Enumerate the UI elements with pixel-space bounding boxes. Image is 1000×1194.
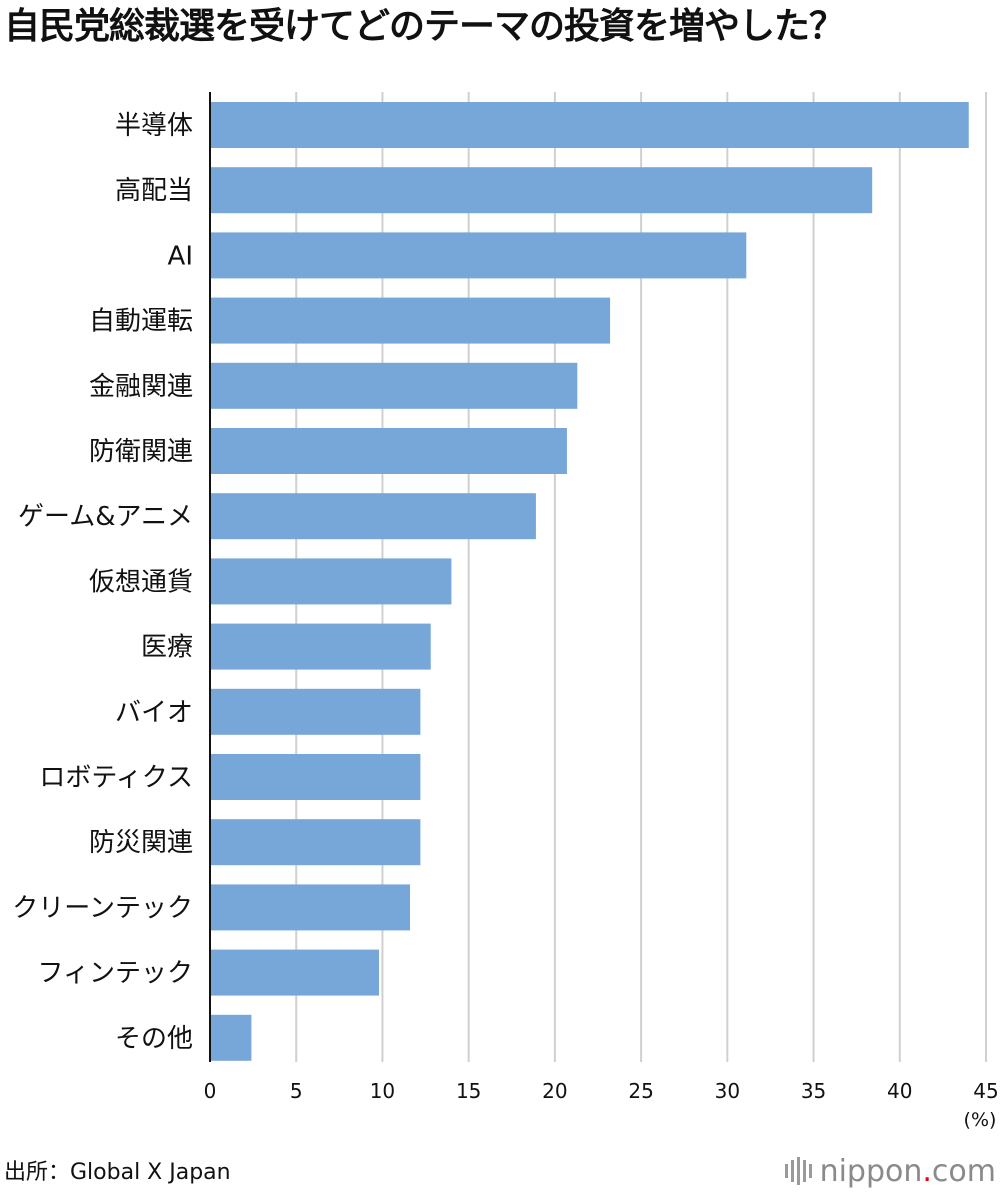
x-axis-unit: (%) xyxy=(964,1109,997,1131)
category-label: 医療 xyxy=(141,633,193,663)
bar xyxy=(210,949,379,996)
x-tick-label: 45 xyxy=(973,1079,998,1103)
bar xyxy=(210,688,421,735)
bar xyxy=(210,754,421,800)
bar xyxy=(210,232,747,279)
bar xyxy=(210,558,452,605)
bar xyxy=(210,102,969,148)
brand-name: nippon xyxy=(819,1153,923,1189)
x-tick-label: 30 xyxy=(715,1079,740,1103)
category-label: 金融関連 xyxy=(89,372,193,402)
x-tick-label: 35 xyxy=(801,1079,826,1103)
bar xyxy=(210,493,536,540)
x-tick-label: 15 xyxy=(456,1079,481,1103)
category-label: 防衛関連 xyxy=(89,437,193,467)
bar xyxy=(210,167,873,214)
bar xyxy=(210,819,421,866)
bars xyxy=(210,102,969,1061)
chart-title: 自民党総裁選を受けてどのテーマの投資を増やした？ xyxy=(4,6,845,47)
category-label: バイオ xyxy=(115,698,193,728)
x-tick-label: 10 xyxy=(370,1079,395,1103)
bar xyxy=(210,1014,252,1061)
bar xyxy=(210,623,431,670)
x-tick-label: 40 xyxy=(887,1079,912,1103)
bar xyxy=(210,297,611,344)
brand-suffix: com xyxy=(931,1153,996,1189)
category-label: AI xyxy=(168,241,193,271)
brand-dot: . xyxy=(922,1153,932,1189)
bar xyxy=(210,362,578,409)
source-note: 出所：Global X Japan xyxy=(4,1160,231,1185)
x-tick-label: 5 xyxy=(290,1079,303,1103)
x-tick-label: 0 xyxy=(204,1079,217,1103)
category-label: 自動運転 xyxy=(89,307,193,337)
category-label: フィンテック xyxy=(38,959,193,989)
x-tick-label: 20 xyxy=(542,1079,567,1103)
tick-labels: 0 5 10 15 20 25 30 35 40 45 (%) xyxy=(204,1079,999,1131)
brand-logo[interactable]: nippon. com xyxy=(784,1151,996,1191)
category-label: 防災関連 xyxy=(89,828,193,858)
category-label: 高配当 xyxy=(115,176,193,206)
category-label: ゲーム&アニメ xyxy=(18,502,193,532)
category-label: 半導体 xyxy=(115,111,193,141)
category-label: 仮想通貨 xyxy=(89,567,193,597)
bar xyxy=(210,428,567,474)
category-label: クリーンテック xyxy=(12,893,193,923)
category-label: その他 xyxy=(115,1024,193,1054)
category-label: ロボティクス xyxy=(39,763,193,793)
brand-logo-icon xyxy=(784,1157,812,1185)
x-tick-label: 25 xyxy=(628,1079,653,1103)
bar xyxy=(210,884,411,931)
